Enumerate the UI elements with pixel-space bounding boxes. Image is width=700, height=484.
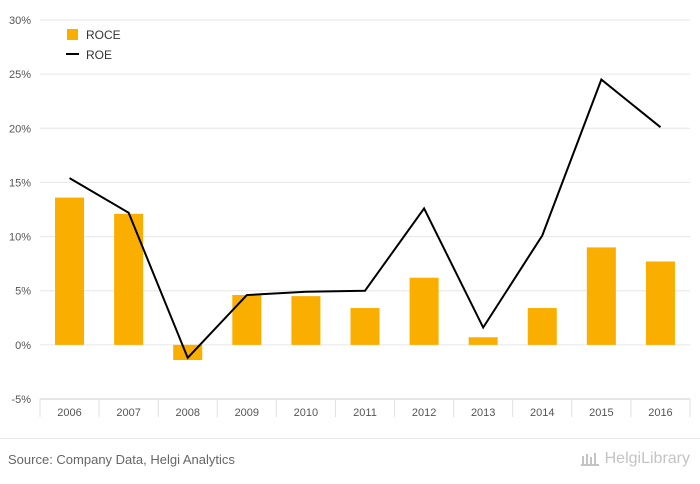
roce-bar (114, 214, 143, 345)
legend-swatch-roce (67, 29, 78, 40)
roce-bar (291, 296, 320, 345)
roce-bar (410, 278, 439, 345)
roce-bar (469, 337, 498, 345)
y-tick-label: 5% (15, 286, 31, 298)
legend: ROCE ROE (66, 28, 121, 62)
x-tick-label: 2006 (57, 407, 81, 419)
x-tick-label: 2013 (471, 407, 495, 419)
footer: Source: Company Data, Helgi Analytics He… (0, 438, 700, 484)
x-axis: 2006 2007 2008 2009 2010 2011 2012 2013 2014 2015… (40, 399, 690, 419)
x-tick-label: 2015 (589, 407, 613, 419)
roce-bar (528, 308, 557, 345)
y-tick-label: 30% (9, 15, 31, 27)
x-tick-label: 2011 (353, 407, 377, 419)
source-text: Source: Company Data, Helgi Analytics (8, 452, 235, 467)
y-tick-label: -5% (11, 394, 31, 406)
x-tick-label: 2009 (235, 407, 259, 419)
y-tick-label: 25% (9, 69, 31, 81)
roce-bar (351, 308, 380, 345)
library-icon (580, 451, 600, 467)
x-tick-label: 2016 (648, 407, 672, 419)
brand-text: HelgiLibrary (605, 450, 690, 468)
x-tick-label: 2010 (294, 407, 318, 419)
roce-bar (587, 247, 616, 344)
x-tick-label: 2007 (116, 407, 140, 419)
legend-label-roce: ROCE (86, 28, 121, 42)
x-tick-label: 2008 (175, 407, 199, 419)
legend-label-roe: ROE (86, 48, 112, 62)
y-axis-ticks: -5% 0% 5% 10% 15% 20% 25% 30% (9, 15, 31, 406)
roce-bar (232, 295, 261, 345)
y-tick-label: 20% (9, 123, 31, 135)
x-tick-label: 2012 (412, 407, 436, 419)
y-tick-label: 10% (9, 232, 31, 244)
roce-bar (646, 261, 675, 344)
y-tick-label: 15% (9, 177, 31, 189)
roce-bars (55, 198, 675, 360)
x-tick-label: 2014 (530, 407, 554, 419)
y-tick-label: 0% (15, 340, 31, 352)
brand-logo[interactable]: HelgiLibrary (580, 450, 690, 468)
roce-bar (55, 198, 84, 345)
